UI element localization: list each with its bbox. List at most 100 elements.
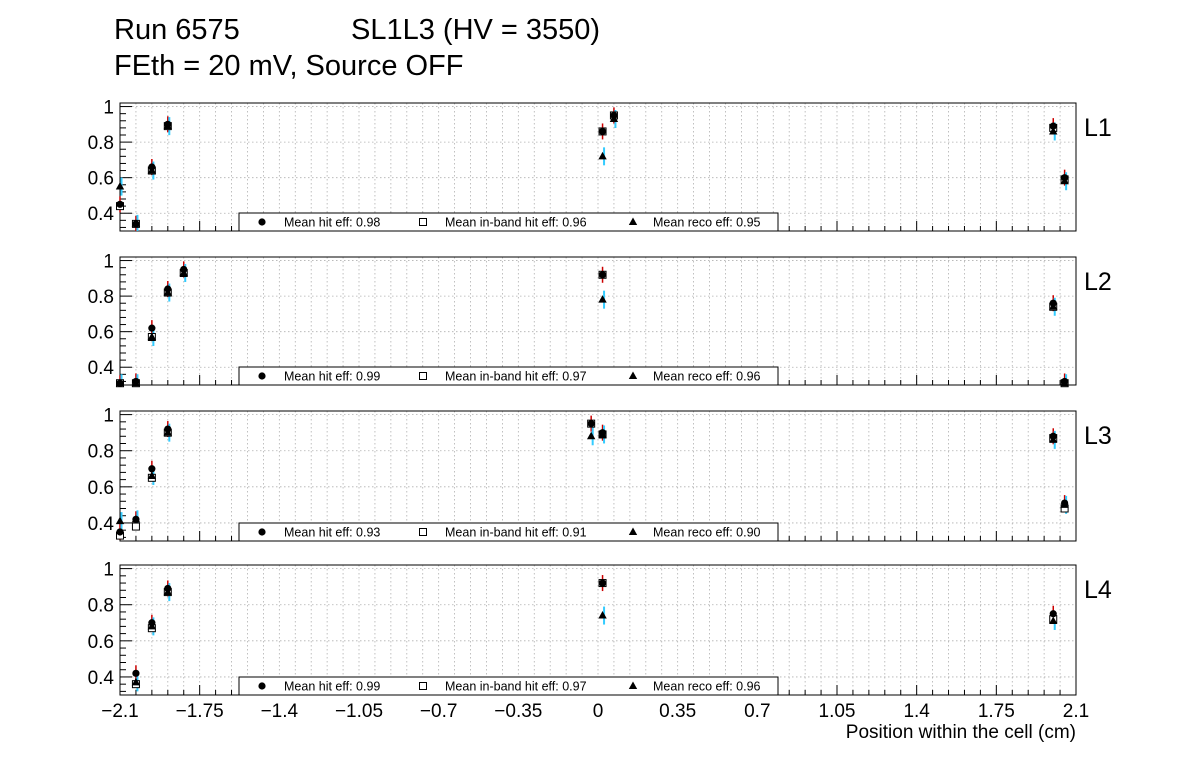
legend: Mean hit eff: 0.98 Mean in-band hit eff: … (238, 212, 779, 232)
run-conditions: FEth = 20 mV, Source OFF (114, 50, 464, 82)
data-points (115, 261, 1069, 388)
panel-label: L4 (1084, 576, 1112, 604)
reco-point (609, 114, 619, 122)
chamber-label: SL1L3 (HV = 3550) (351, 14, 601, 46)
reco-point (598, 151, 607, 160)
reco-point (131, 378, 141, 387)
reco-point (131, 677, 141, 686)
hit-point (587, 420, 595, 428)
panel-label: L3 (1084, 422, 1112, 450)
reco-point (163, 288, 172, 296)
legend-marker (258, 218, 266, 226)
y-tick-label: 0.4 (88, 668, 115, 689)
legend-marker (419, 372, 427, 380)
x-tick-label: 0.35 (659, 701, 696, 722)
legend-marker (628, 371, 638, 379)
hit-point (598, 271, 607, 279)
legend-label: Mean reco eff: 0.95 (653, 216, 761, 230)
legend-label: Mean hit eff: 0.99 (284, 370, 380, 384)
x-tick-label: −1.75 (176, 701, 224, 722)
reco-point (131, 514, 141, 523)
x-tick-label: 1.75 (978, 701, 1015, 722)
reco-point (131, 219, 141, 227)
legend-label: Mean in-band hit eff: 0.91 (445, 526, 587, 540)
legend-label: Mean reco eff: 0.96 (653, 680, 761, 694)
reco-point (147, 332, 157, 340)
reco-point (179, 268, 188, 276)
reco-point (598, 295, 607, 303)
reco-point (147, 166, 157, 174)
legend-marker (258, 528, 266, 536)
panel-l4: 0.4 0.6 0.8 1 L4 Mean hit eff: 0.99 Mean in-ba… (88, 560, 1112, 743)
x-tick-label: 0.7 (744, 701, 770, 722)
legend-marker (628, 217, 638, 225)
reco-point (1060, 176, 1069, 185)
hit-point (1049, 122, 1057, 130)
y-tick-label: 0.6 (88, 169, 114, 190)
panel-l3: 0.4 0.6 0.8 1 L3 Mean hit eff: 0.93 Mean in-ba… (88, 406, 1112, 542)
panel-label: L1 (1084, 114, 1112, 142)
x-tick-label: 0 (593, 701, 604, 722)
run-number: Run 6575 (114, 14, 240, 46)
legend-label: Mean reco eff: 0.96 (653, 370, 761, 384)
reco-point (115, 182, 125, 190)
reco-point (1049, 302, 1058, 310)
data-points (115, 415, 1069, 540)
legend-marker (628, 681, 638, 689)
y-tick-label: 0.4 (88, 358, 115, 379)
inband-point (131, 522, 140, 531)
hit-point (598, 579, 607, 587)
legend-marker (419, 218, 427, 226)
panel-l2: 0.4 0.6 0.8 1 L2 Mean hit eff: 0.99 Mean in-ba… (88, 252, 1112, 388)
y-tick-label: 1 (103, 406, 114, 427)
reco-point (598, 429, 607, 438)
y-tick-label: 0.8 (88, 133, 114, 154)
grid (120, 565, 1076, 695)
legend: Mean hit eff: 0.99 Mean in-band hit eff: … (238, 676, 779, 696)
legend-label: Mean hit eff: 0.99 (284, 680, 380, 694)
y-tick-label: 1 (103, 98, 114, 119)
reco-point (1049, 616, 1058, 624)
y-tick-label: 0.4 (88, 204, 115, 225)
reco-point (163, 428, 172, 436)
hit-point (116, 200, 124, 208)
legend-label: Mean in-band hit eff: 0.96 (445, 216, 587, 230)
y-tick-label: 0.6 (88, 323, 114, 344)
reco-point (147, 621, 157, 630)
reco-point (163, 587, 172, 596)
y-tick-label: 0.8 (88, 442, 114, 463)
hit-point (132, 669, 140, 677)
reco-point (115, 378, 125, 387)
legend-marker (258, 372, 266, 380)
y-tick-label: 0.6 (88, 632, 114, 653)
hit-point (148, 465, 156, 473)
reco-point (115, 516, 125, 525)
y-tick-label: 1 (103, 252, 114, 273)
grid (120, 411, 1076, 541)
x-tick-label: −0.35 (494, 701, 542, 722)
data-points (131, 575, 1058, 692)
legend: Mean hit eff: 0.99 Mean in-band hit eff: … (238, 366, 779, 386)
legend: Mean hit eff: 0.93 Mean in-band hit eff: … (238, 522, 779, 542)
reco-point (163, 121, 172, 130)
legend-marker (419, 528, 427, 536)
reco-point (147, 471, 157, 479)
legend-box (238, 366, 779, 386)
legend-box (238, 676, 779, 696)
reco-point (1049, 126, 1058, 135)
x-tick-label: 1.05 (819, 701, 856, 722)
legend-label: Mean in-band hit eff: 0.97 (445, 370, 587, 384)
x-tick-label: −1.4 (261, 701, 299, 722)
x-tick-label: 2.1 (1063, 701, 1089, 722)
y-tick-label: 0.4 (88, 514, 115, 535)
x-tick-label: 1.4 (903, 701, 930, 722)
x-axis-title: Position within the cell (cm) (846, 722, 1076, 743)
reco-point (1060, 500, 1069, 508)
legend-label: Mean in-band hit eff: 0.97 (445, 680, 587, 694)
y-tick-label: 0.8 (88, 596, 114, 617)
y-tick-label: 0.6 (88, 478, 114, 499)
y-tick-label: 1 (103, 560, 114, 581)
reco-point (1060, 378, 1069, 387)
legend-marker (419, 682, 427, 690)
